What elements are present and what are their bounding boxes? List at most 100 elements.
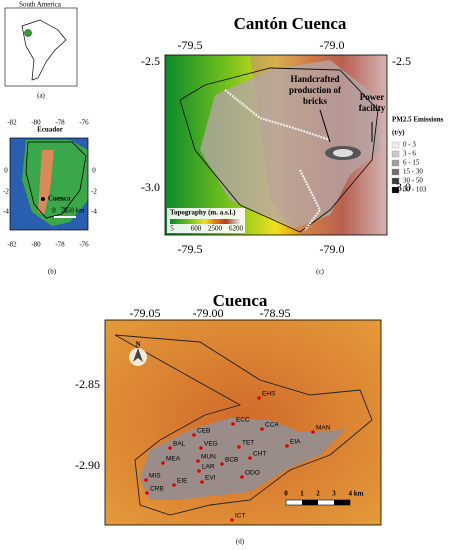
y-tick-label: 0: [4, 167, 8, 175]
station-label: BAL: [173, 441, 186, 448]
station-marker: [237, 445, 241, 449]
station-label: MAN: [316, 425, 331, 432]
station-label: ECC: [236, 417, 250, 424]
station-label: CHT: [253, 451, 266, 458]
legend-swatch: [391, 186, 400, 194]
panel-label: (b): [48, 268, 57, 276]
x-tick-label: -76: [79, 119, 89, 127]
panel-title: Ecuador: [37, 126, 63, 134]
legend-swatch: [391, 150, 400, 158]
station-label: LAR: [202, 464, 215, 471]
legend-swatch: [391, 168, 400, 176]
y-tick-label: 0: [92, 167, 96, 175]
north-label: N: [135, 341, 140, 349]
station-marker: [231, 422, 235, 426]
panel-label: (a): [37, 92, 45, 100]
x-tick-label: -78: [55, 241, 65, 249]
legend-tick: 600: [191, 225, 202, 233]
legend-swatch: [391, 141, 400, 149]
legend-tick: 5: [170, 225, 174, 233]
scale-label: 1: [300, 490, 304, 498]
stations: EHS ECC CCA CEB MAN EIA BAL VEG TET MEA MUN BCB CHT L…: [144, 391, 331, 522]
station-marker: [248, 456, 252, 460]
x-tick-label: -79.00: [193, 306, 224, 320]
x-tick-label: -80: [31, 119, 41, 127]
station-label: MUN: [201, 454, 216, 461]
station-marker: [220, 462, 224, 466]
x-tick-label: -82: [7, 241, 17, 249]
y-tick-label: -2.5: [392, 54, 411, 68]
panel-title: South America: [19, 1, 62, 9]
station-label: BCB: [225, 457, 238, 464]
x-tick-label: -80: [31, 241, 41, 249]
legend-swatch: [391, 177, 400, 185]
station-marker: [192, 433, 196, 437]
y-tick-label: -2.90: [75, 458, 100, 472]
panel-title: Cantón Cuenca: [234, 14, 347, 33]
station-marker: [172, 483, 176, 487]
station-marker: [145, 491, 149, 495]
x-tick-label: -79.05: [130, 306, 161, 320]
y-tick-label: -2: [3, 188, 9, 196]
x-tick-label: -78: [55, 119, 65, 127]
scale-label: 2: [316, 490, 320, 498]
y-tick-label: -3.0: [141, 180, 160, 194]
station-marker: [144, 478, 148, 482]
x-tick-label: -76: [79, 241, 89, 249]
legend-label: 0 - 3: [403, 141, 416, 149]
y-tick-label: -4: [3, 208, 9, 216]
legend-tick: 6200: [229, 225, 244, 233]
station-label: TET: [242, 440, 254, 447]
annotation: Power facility: [359, 92, 386, 113]
legend-label: 30 - 50: [403, 177, 423, 185]
station-label: MIS: [149, 473, 161, 480]
city-label: Cuenca: [48, 195, 71, 203]
scale-label: 0: [52, 207, 56, 215]
panel-title: Cuenca: [213, 291, 268, 310]
legend-label: 50 - 103: [403, 186, 427, 194]
scale-label: 3: [332, 490, 336, 498]
panel-d: EHS ECC CCA CEB MAN EIA BAL VEG TET MEA MUN BCB CHT L…: [104, 319, 382, 526]
station-label: EIE: [177, 478, 188, 485]
scale-label: 75: [61, 207, 69, 215]
station-marker: [200, 480, 204, 484]
y-tick-label: -3.0: [392, 180, 411, 194]
legend-tick: 2500: [208, 225, 223, 233]
station-marker: [196, 459, 200, 463]
annotation: Handcrafted production of bricks: [289, 74, 342, 106]
station-label: CRB: [150, 486, 164, 493]
station-label: CCA: [265, 422, 279, 429]
legend-swatch: [391, 159, 400, 167]
station-marker: [260, 427, 264, 431]
station-label: EHS: [262, 391, 276, 398]
panel-label: (c): [316, 268, 324, 276]
x-tick-label: -79.0: [320, 242, 345, 256]
station-marker: [257, 396, 261, 400]
x-tick-label: -79.0: [320, 38, 345, 52]
legend-label: 15 - 30: [403, 168, 423, 176]
y-tick-label: -2.85: [75, 377, 100, 391]
station-label: CEB: [197, 428, 210, 435]
station-marker: [199, 446, 203, 450]
panel-b: [9, 137, 89, 231]
station-marker: [168, 446, 172, 450]
y-tick-label: -2: [91, 188, 97, 196]
station-label: ICT: [235, 513, 246, 520]
x-tick-label: -78.95: [260, 306, 291, 320]
scale-label: 4 km: [349, 490, 364, 498]
station-label: EVI: [205, 475, 216, 482]
station-marker: [197, 469, 201, 473]
station-marker: [285, 444, 289, 448]
station-marker: [230, 518, 234, 522]
panel-label: (d): [236, 538, 245, 546]
y-tick-label: -4: [91, 208, 97, 216]
x-tick-label: -82: [7, 119, 17, 127]
x-tick-label: -79.5: [178, 242, 203, 256]
station-marker: [240, 475, 244, 479]
panel-a: [4, 7, 78, 87]
station-label: VEG: [204, 441, 218, 448]
